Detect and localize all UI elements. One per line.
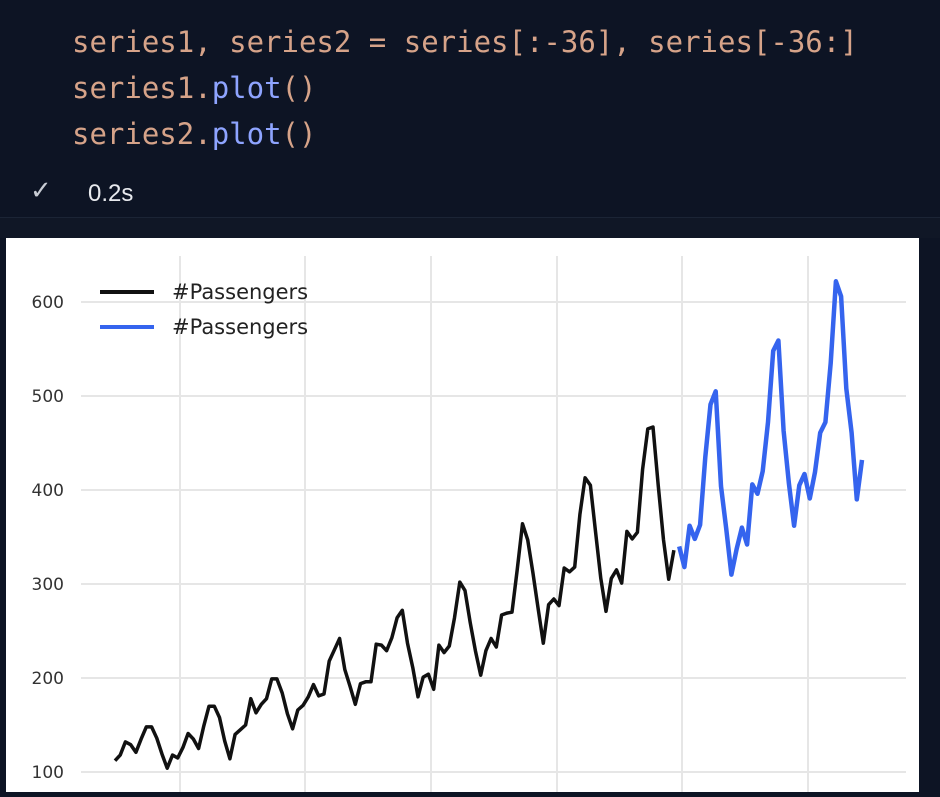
code-object: series2. bbox=[72, 117, 212, 151]
series-line-2 bbox=[677, 279, 865, 577]
code-object: series1. bbox=[72, 71, 212, 105]
chart-series bbox=[113, 279, 865, 770]
legend-label-2: #Passengers bbox=[172, 315, 308, 339]
check-icon: ✓ bbox=[30, 176, 52, 206]
cell-status-bar: ✓ 0.2s bbox=[0, 172, 940, 216]
chart-legend: #Passengers #Passengers bbox=[100, 280, 308, 339]
code-function: plot bbox=[211, 71, 282, 105]
code-line-1: series1, series2 = series[:-36], series[… bbox=[72, 25, 858, 59]
y-tick-label: 200 bbox=[32, 669, 64, 689]
legend-label-1: #Passengers bbox=[172, 280, 308, 304]
code-parens: () bbox=[281, 117, 317, 151]
chart-grid bbox=[81, 256, 906, 792]
y-tick-label: 100 bbox=[32, 763, 64, 783]
y-tick-label: 500 bbox=[32, 387, 64, 407]
code-function: plot bbox=[211, 117, 282, 151]
y-tick-label: 400 bbox=[32, 481, 64, 501]
code-parens: () bbox=[281, 71, 317, 105]
plot-output: 100 200 300 400 500 600 #Passengers #Passenger… bbox=[6, 238, 919, 792]
output-divider bbox=[0, 217, 940, 238]
series-line-1 bbox=[113, 425, 676, 770]
code-line-3: series2.plot() bbox=[72, 117, 316, 151]
y-axis-ticks: 100 200 300 400 500 600 bbox=[32, 293, 64, 783]
code-cell[interactable]: series1, series2 = series[:-36], series[… bbox=[0, 0, 940, 170]
y-tick-label: 600 bbox=[32, 293, 64, 313]
code-line-2: series1.plot() bbox=[72, 71, 316, 105]
execution-time: 0.2s bbox=[88, 180, 134, 207]
y-tick-label: 300 bbox=[32, 575, 64, 595]
